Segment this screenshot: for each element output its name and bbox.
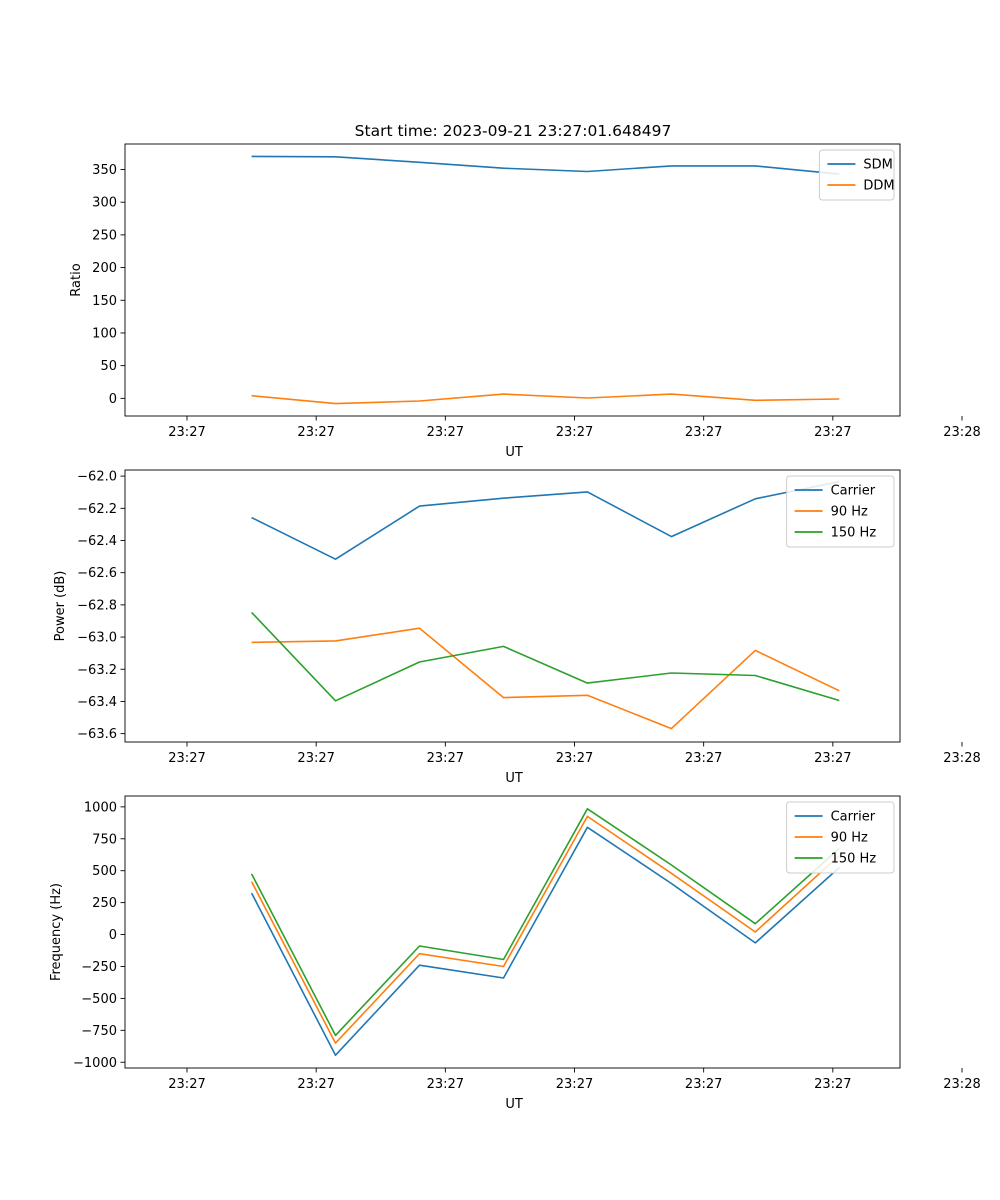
y-tick-label: 200 [92,261,117,276]
x-axis-label: UT [505,445,523,460]
series-line-90-hz [251,627,840,730]
x-tick-label: 23:27 [427,1077,464,1092]
x-tick-label: 23:28 [943,1077,980,1092]
y-tick-label: −62.2 [77,502,117,517]
legend-label: Carrier [831,810,876,825]
y-tick-label: 500 [92,864,117,879]
plots: 23:27 23:27 23:27 23:27 23:27 23:27 23:28 0 50 10… [49,143,981,1112]
legend: Carrier 90 Hz 150 Hz [786,475,895,548]
series-line-carrier [250,826,840,1056]
y-tick-label: 0 [109,392,117,407]
series-line-ddm [251,393,840,405]
y-tick-label: −63.0 [77,631,117,646]
legend-box [818,149,895,201]
y-tick-label: −250 [81,960,117,975]
y-axis-label: Frequency (Hz) [49,883,64,981]
legend: Carrier 90 Hz 150 Hz [786,801,895,874]
x-tick-label: 23:27 [168,1077,205,1092]
x-tick-label: 23:27 [685,751,722,766]
y-tick-label: 750 [92,832,117,847]
x-tick-label: 23:27 [814,751,851,766]
y-axis-label: Power (dB) [53,571,68,642]
y-tick-label: 1000 [84,800,117,815]
y-axis-label: Ratio [69,263,84,296]
x-tick-label: 23:28 [943,425,980,440]
x-tick-label: 23:27 [168,751,205,766]
series-line-sdm [251,155,840,175]
chart-3: 23:27 23:27 23:27 23:27 23:27 23:27 23:28 −1000… [49,795,981,1112]
legend: SDM DDM [818,149,895,201]
x-tick-label: 23:27 [556,425,593,440]
y-tick-label: −62.4 [77,534,117,549]
y-tick-label: −1000 [73,1056,117,1071]
legend-label: SDM [863,158,892,173]
axes-frame [124,795,901,1069]
y-tick-label: 100 [92,326,117,341]
x-tick-label: 23:27 [427,751,464,766]
x-tick-label: 23:27 [168,425,205,440]
y-tick-label: −63.2 [77,663,117,678]
y-tick-label: 0 [109,928,117,943]
axes-frame [124,469,901,743]
legend-label: DDM [863,179,894,194]
y-tick-label: −62.8 [77,598,117,613]
legend-box [786,801,895,874]
series-line-carrier [251,480,840,561]
x-tick-label: 23:27 [556,751,593,766]
x-tick-label: 23:27 [814,1077,851,1092]
legend-label: 150 Hz [831,852,877,867]
x-tick-label: 23:27 [814,425,851,440]
series-line-150-hz [251,611,840,702]
x-tick-label: 23:27 [556,1077,593,1092]
x-tick-label: 23:27 [685,1077,722,1092]
x-axis-label: UT [505,771,523,786]
y-tick-label: −62.6 [77,566,117,581]
legend-label: 150 Hz [831,526,877,541]
legend-label: 90 Hz [831,831,868,846]
y-tick-label: 50 [100,359,117,374]
chart-1: 23:27 23:27 23:27 23:27 23:27 23:27 23:28 0 50 10… [69,143,981,460]
x-axis-label: UT [505,1097,523,1112]
legend-label: 90 Hz [831,505,868,520]
y-tick-label: −750 [81,1024,117,1039]
x-tick-label: 23:27 [685,425,722,440]
x-tick-label: 23:27 [427,425,464,440]
x-tick-label: 23:27 [297,1077,334,1092]
legend-label: Carrier [831,484,876,499]
legend-box [786,475,895,548]
x-tick-label: 23:28 [943,751,980,766]
chart-2: 23:27 23:27 23:27 23:27 23:27 23:27 23:28 −63.6… [53,469,981,786]
x-tick-label: 23:27 [297,751,334,766]
y-tick-label: 150 [92,294,117,309]
y-tick-label: 350 [92,163,117,178]
series-line-150-hz [250,807,840,1037]
series-line-90-hz [250,815,840,1044]
y-tick-label: −62.0 [77,470,117,485]
y-tick-label: −63.4 [77,695,117,710]
y-tick-label: 300 [92,196,117,211]
y-tick-label: −500 [81,992,117,1007]
y-tick-label: 250 [92,896,117,911]
x-tick-label: 23:27 [297,425,334,440]
figure-title: Start time: 2023-09-21 23:27:01.648497 [355,122,672,140]
axes-frame [124,143,901,417]
y-tick-label: −63.6 [77,727,117,742]
y-tick-label: 250 [92,228,117,243]
